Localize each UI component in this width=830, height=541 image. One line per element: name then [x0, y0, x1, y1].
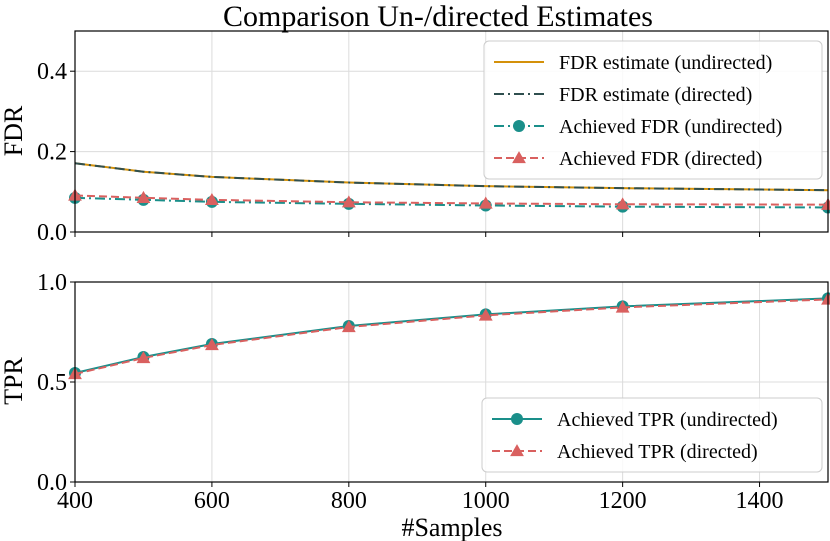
legend-marker [512, 151, 526, 164]
legend-label: FDR estimate (undirected) [559, 52, 772, 74]
x-axis-label: #Samples [401, 513, 502, 541]
y-tick-label: 0.0 [37, 220, 67, 246]
data-point [136, 190, 151, 204]
y-tick-label: 0.2 [37, 140, 67, 166]
y-tick-label: 1.0 [37, 270, 67, 296]
legend-label: FDR estimate (directed) [559, 84, 752, 106]
tpr-y-axis-label: TPR [0, 357, 28, 405]
x-tick-label: 600 [194, 488, 230, 514]
data-point [478, 308, 493, 321]
x-tick-label: 1400 [736, 488, 784, 514]
legend-label: Achieved TPR (undirected) [557, 409, 778, 431]
data-point [205, 192, 219, 206]
data-point [205, 338, 219, 351]
x-tick-label: 1200 [599, 488, 647, 514]
series-line [74, 298, 829, 375]
y-tick-label: 0.5 [37, 370, 67, 396]
legend-marker [510, 444, 524, 457]
legend-frame [483, 40, 823, 180]
x-tick-label: 800 [331, 488, 367, 514]
series-line [74, 194, 829, 206]
series-line [74, 297, 829, 374]
chart-title: Comparison Un-/directed Estimates [223, 0, 653, 33]
x-tick-label: 1000 [462, 488, 510, 514]
legend-label: Achieved TPR (directed) [557, 441, 758, 463]
fdr-y-axis-label: FDR [0, 105, 28, 156]
data-point [341, 195, 356, 208]
data-point [615, 197, 630, 210]
plot-frame [74, 281, 829, 483]
fdr-panel: 0.00.20.4 FDR estimate (undirected)FDR es… [37, 30, 830, 246]
tpr-panel: 400 600 800 1000 1200 1400 0.0 0.5 1.0 Achieved T… [37, 270, 830, 514]
data-point [341, 320, 356, 333]
legend-marker [511, 413, 523, 425]
legend: FDR estimate (undirected) FDR estimate (d… [483, 40, 823, 180]
data-point [136, 351, 151, 364]
series-line [74, 162, 829, 192]
data-point [478, 196, 493, 209]
x-tick-label: 400 [57, 488, 93, 514]
legend-label: Achieved FDR (directed) [559, 148, 762, 170]
legend-marker [513, 120, 525, 132]
legend-label: Achieved FDR (undirected) [559, 116, 782, 138]
y-tick-label: 0.0 [37, 470, 67, 496]
plot-frame [74, 30, 829, 233]
y-tick-label: 0.4 [37, 59, 67, 85]
data-point [615, 300, 630, 313]
legend-frame [481, 397, 823, 473]
legend: Achieved TPR (undirected) Achieved TPR (d… [481, 397, 823, 473]
